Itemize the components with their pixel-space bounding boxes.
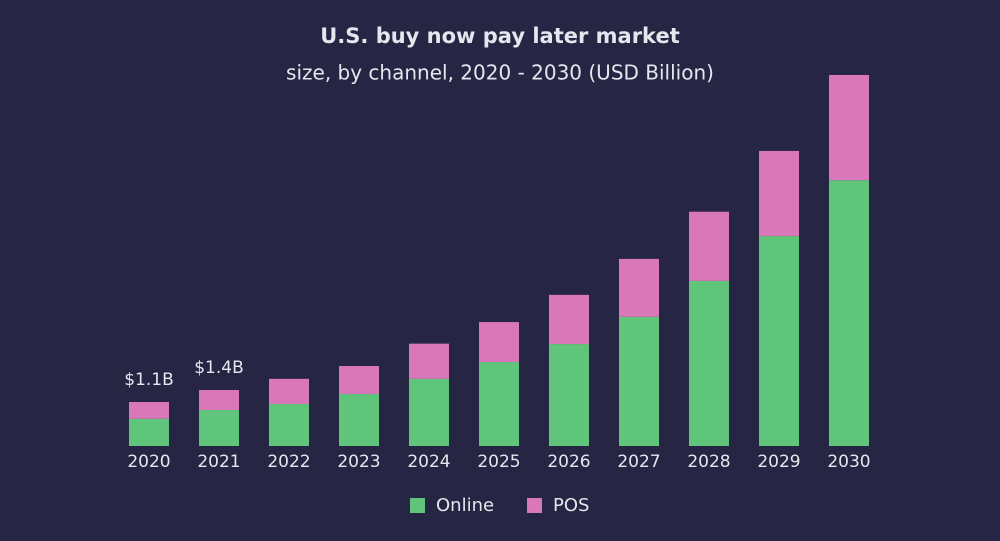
legend-label: POS (553, 495, 589, 516)
x-tick-label: 2029 (757, 452, 800, 472)
bar-segment (689, 280, 729, 446)
bar-segment (479, 322, 519, 363)
x-tick-label: 2024 (407, 452, 450, 472)
bar-segment (479, 362, 519, 446)
chart-title: U.S. buy now pay later market (320, 24, 679, 48)
bar-segment (829, 180, 869, 447)
x-tick-label: 2030 (827, 452, 870, 472)
bar-segment (829, 75, 869, 181)
bar-segment (199, 410, 239, 446)
chart-subtitle: size, by channel, 2020 - 2030 (USD Billi… (286, 61, 714, 85)
bar-segment (269, 378, 309, 405)
x-tick-label: 2021 (197, 452, 240, 472)
x-tick-label: 2023 (337, 452, 380, 472)
x-tick-label: 2028 (687, 452, 730, 472)
x-tick-label: 2025 (477, 452, 520, 472)
x-tick-label: 2022 (267, 452, 310, 472)
bar-segment (409, 343, 449, 379)
bar-segment (619, 258, 659, 317)
x-tick-label: 2027 (617, 452, 660, 472)
bar-segment (759, 236, 799, 446)
bar-segment (269, 404, 309, 446)
x-tick-label: 2026 (547, 452, 590, 472)
bar-segment (129, 402, 169, 419)
total-label: $1.1B (124, 370, 174, 390)
bar-segment (409, 378, 449, 446)
bar-segment (759, 150, 799, 237)
bar-segment (549, 344, 589, 446)
bar-segment (199, 390, 239, 411)
bar-segment (129, 418, 169, 446)
legend-swatch (410, 498, 425, 513)
x-tick-label: 2020 (127, 452, 170, 472)
legend-swatch (527, 498, 542, 513)
bar-segment (339, 394, 379, 446)
bar-segment (619, 316, 659, 446)
total-label: $1.4B (194, 358, 244, 378)
bar-segment (339, 366, 379, 395)
bar-segment (549, 294, 589, 345)
legend-label: Online (436, 495, 494, 516)
bar-segment (689, 211, 729, 281)
